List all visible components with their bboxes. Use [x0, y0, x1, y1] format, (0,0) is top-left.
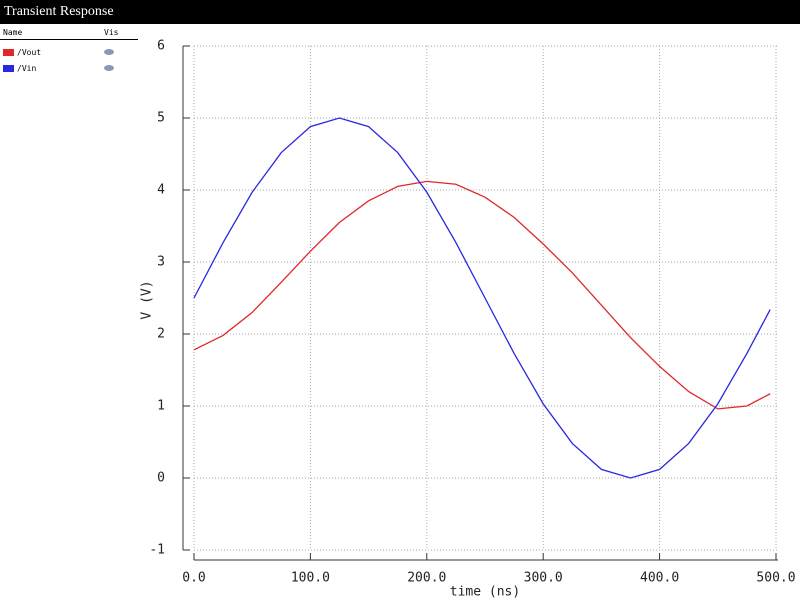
y-tick-label: -1 [149, 543, 165, 558]
y-tick-label: 0 [157, 471, 165, 486]
x-tick-label: 200.0 [407, 571, 446, 586]
series-line [193, 117, 771, 479]
visibility-toggle[interactable] [104, 65, 114, 71]
x-axis-label: time (ns) [450, 585, 520, 600]
legend-label: /Vout [17, 48, 42, 57]
x-tick-label: 500.0 [756, 571, 795, 586]
x-tick-label: 400.0 [640, 571, 679, 586]
y-tick-label: 1 [157, 399, 165, 414]
x-tick-label: 300.0 [524, 571, 563, 586]
y-tick-label: 2 [157, 327, 165, 342]
y-axis-label: V (V) [140, 280, 155, 319]
x-tick-label: 100.0 [291, 571, 330, 586]
y-tick-label: 3 [157, 255, 165, 270]
legend-panel: Name Vis /Vout/Vin [0, 24, 138, 78]
legend-label: /Vin [17, 64, 37, 73]
legend: /Vout/Vin [0, 40, 138, 78]
visibility-toggle[interactable] [104, 49, 114, 55]
legend-entry: /Vin [0, 62, 138, 78]
legend-swatch [3, 49, 14, 56]
vis-header: Vis [104, 28, 119, 37]
legend-header: Name Vis [0, 24, 138, 40]
y-tick-label: 5 [157, 111, 165, 126]
series-line [193, 180, 771, 410]
x-tick-label: 0.0 [182, 571, 205, 586]
legend-entry: /Vout [0, 46, 138, 62]
title-bar: Transient Response [0, 0, 800, 24]
y-tick-label: 4 [157, 183, 165, 198]
legend-swatch [3, 65, 14, 72]
name-header: Name [3, 28, 23, 37]
y-tick-label: 6 [157, 39, 165, 54]
